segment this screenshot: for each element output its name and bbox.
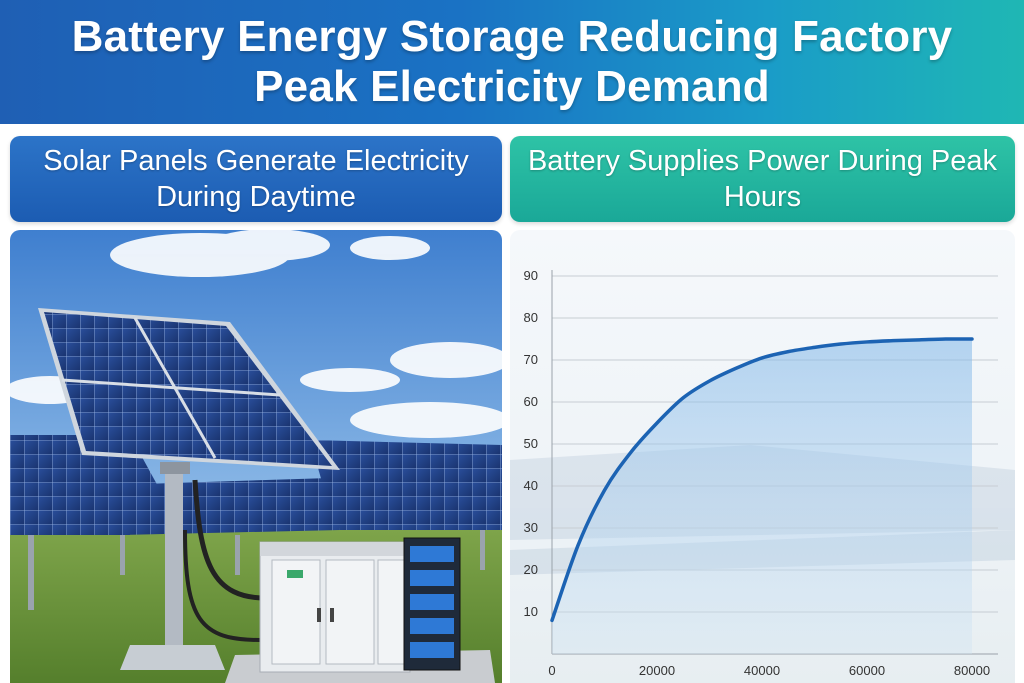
- y-tick-label: 60: [524, 394, 538, 409]
- series-line: [550, 337, 974, 623]
- power-chart-svg: 10 20 30 40 50 60 70 80 90 0 20000 40000 60000 80000: [510, 268, 1015, 678]
- power-chart: 10 20 30 40 50 60 70 80 90 0 20000 40000 60000 80000: [510, 230, 1015, 683]
- title-banner: Battery Energy Storage Reducing Factory …: [0, 0, 1024, 124]
- x-tick-label: 60000: [849, 663, 885, 678]
- solar-battery-photo: [10, 230, 502, 683]
- page-title: Battery Energy Storage Reducing Factory …: [71, 12, 953, 111]
- y-tick-label: 40: [524, 478, 538, 493]
- y-tick-label: 30: [524, 520, 538, 535]
- left-panel-heading: Solar Panels Generate Electricity During…: [10, 136, 502, 222]
- y-tick-label: 50: [524, 436, 538, 451]
- y-tick-label: 20: [524, 562, 538, 577]
- y-tick-label: 10: [524, 604, 538, 619]
- solar-battery-illustration: [10, 230, 502, 683]
- left-panel-heading-text: Solar Panels Generate Electricity During…: [43, 145, 469, 213]
- y-tick-label: 80: [524, 310, 538, 325]
- x-tick-label: 0: [548, 663, 555, 678]
- right-panel-heading-text: Battery Supplies Power During Peak Hours: [527, 145, 998, 213]
- x-tick-label: 80000: [954, 663, 990, 678]
- right-panel-heading: Battery Supplies Power During Peak Hours: [510, 136, 1015, 222]
- x-tick-label: 20000: [639, 663, 675, 678]
- x-tick-label: 40000: [744, 663, 780, 678]
- y-tick-label: 90: [524, 268, 538, 283]
- area-fill: [552, 338, 972, 654]
- y-tick-label: 70: [524, 352, 538, 367]
